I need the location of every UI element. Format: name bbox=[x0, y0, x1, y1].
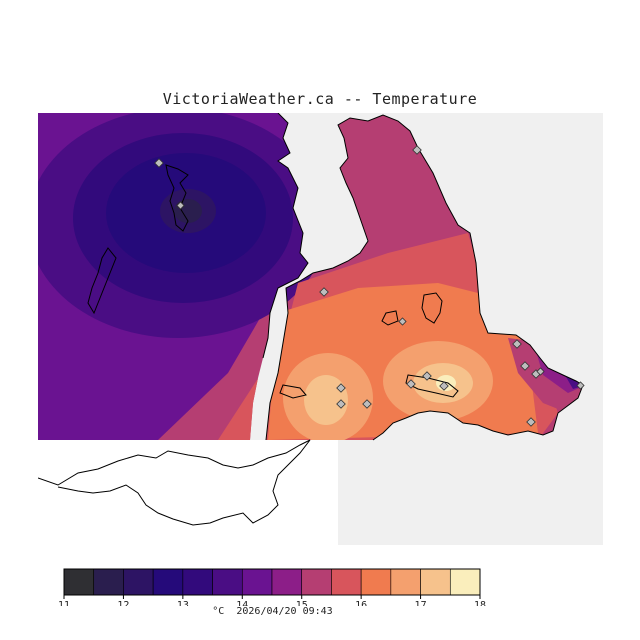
legend-swatch bbox=[449, 568, 481, 596]
station-marker[interactable] bbox=[176, 201, 185, 210]
station-marker[interactable] bbox=[406, 379, 416, 389]
legend-tick-label: 11 bbox=[58, 600, 70, 606]
legend-swatch bbox=[63, 568, 95, 596]
legend-swatch bbox=[212, 568, 243, 596]
coastlines bbox=[38, 113, 584, 526]
legend-tick-label: 17 bbox=[415, 600, 427, 606]
southern-land-area bbox=[38, 440, 338, 545]
timestamp: 2026/04/20 09:43 bbox=[236, 606, 333, 617]
legend-swatch bbox=[182, 568, 213, 596]
station-marker[interactable] bbox=[398, 317, 407, 326]
legend-swatch bbox=[331, 568, 362, 596]
legend-swatch bbox=[420, 568, 451, 596]
station-marker[interactable] bbox=[536, 367, 545, 376]
station-marker[interactable] bbox=[412, 145, 422, 155]
legend-tick-label: 12 bbox=[117, 600, 129, 606]
legend-border bbox=[63, 568, 481, 596]
legend-tick-label: 14 bbox=[236, 600, 248, 606]
legend-swatch bbox=[360, 568, 392, 596]
station-marker[interactable] bbox=[526, 417, 536, 427]
legend-swatch bbox=[241, 568, 273, 596]
unit-label: °C bbox=[212, 606, 225, 617]
station-markers bbox=[154, 145, 585, 427]
station-marker[interactable] bbox=[362, 399, 372, 409]
station-marker[interactable] bbox=[422, 371, 432, 381]
legend-tick-label: 16 bbox=[355, 600, 367, 606]
color-legend: 11 12 13 14 15 16 17 18 bbox=[58, 568, 486, 606]
legend-swatches bbox=[63, 568, 481, 596]
legend-swatch bbox=[301, 568, 332, 596]
station-marker[interactable] bbox=[512, 339, 522, 349]
station-marker[interactable] bbox=[336, 383, 346, 393]
legend-tick-label: 18 bbox=[474, 600, 486, 606]
legend-swatch bbox=[123, 568, 154, 596]
legend-swatch bbox=[271, 568, 303, 596]
legend-tick-label: 13 bbox=[177, 600, 189, 606]
temperature-map bbox=[38, 113, 603, 545]
legend-swatch bbox=[152, 568, 184, 596]
station-marker[interactable] bbox=[576, 381, 585, 390]
station-marker[interactable] bbox=[336, 399, 346, 409]
station-marker[interactable] bbox=[439, 381, 449, 391]
station-marker[interactable] bbox=[520, 361, 530, 371]
legend-swatch bbox=[93, 568, 124, 596]
station-marker[interactable] bbox=[154, 158, 164, 168]
legend-ticks: 11 12 13 14 15 16 17 18 bbox=[58, 595, 486, 606]
legend-swatch bbox=[390, 568, 421, 596]
station-marker[interactable] bbox=[319, 287, 329, 297]
footer-line: °C 2026/04/20 09:43 bbox=[0, 606, 545, 617]
legend-tick-label: 15 bbox=[296, 600, 308, 606]
map-title: VictoriaWeather.ca -- Temperature bbox=[162, 90, 478, 108]
